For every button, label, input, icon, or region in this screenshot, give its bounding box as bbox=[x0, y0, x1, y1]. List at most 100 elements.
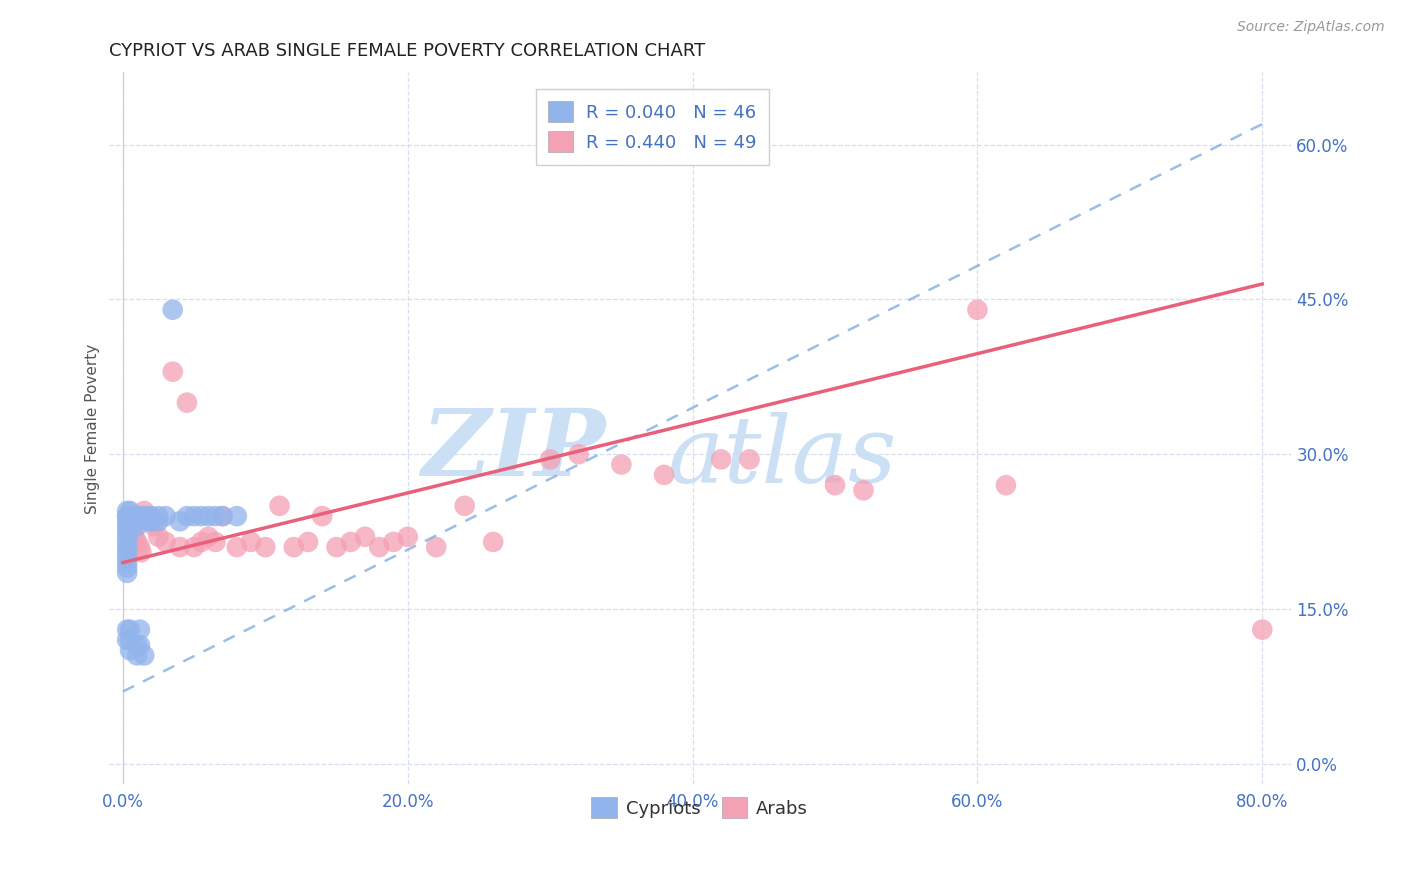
Point bbox=[211, 509, 233, 524]
Point bbox=[738, 452, 761, 467]
Point bbox=[118, 519, 141, 533]
Point bbox=[129, 509, 152, 524]
Point bbox=[482, 535, 505, 549]
Point bbox=[148, 530, 170, 544]
Point bbox=[134, 648, 156, 663]
Point bbox=[297, 535, 319, 549]
Point bbox=[311, 509, 333, 524]
Point bbox=[115, 524, 138, 539]
Point bbox=[115, 504, 138, 518]
Point bbox=[131, 545, 153, 559]
Point bbox=[115, 556, 138, 570]
Point bbox=[190, 509, 212, 524]
Point bbox=[211, 509, 233, 524]
Point bbox=[127, 535, 149, 549]
Point bbox=[115, 530, 138, 544]
Point bbox=[121, 524, 143, 539]
Point bbox=[155, 535, 177, 549]
Point bbox=[162, 302, 184, 317]
Point bbox=[966, 302, 988, 317]
Point bbox=[183, 540, 205, 554]
Text: atlas: atlas bbox=[668, 412, 897, 502]
Point bbox=[339, 535, 361, 549]
Point bbox=[141, 509, 163, 524]
Point bbox=[568, 447, 591, 461]
Point bbox=[240, 535, 263, 549]
Point bbox=[176, 395, 198, 409]
Point bbox=[115, 509, 138, 524]
Point bbox=[115, 540, 138, 554]
Point bbox=[197, 530, 219, 544]
Point bbox=[115, 632, 138, 647]
Point bbox=[204, 535, 226, 549]
Point bbox=[169, 540, 191, 554]
Point bbox=[190, 535, 212, 549]
Point bbox=[254, 540, 277, 554]
Text: Source: ZipAtlas.com: Source: ZipAtlas.com bbox=[1237, 20, 1385, 34]
Point bbox=[129, 623, 152, 637]
Point bbox=[129, 540, 152, 554]
Point bbox=[127, 648, 149, 663]
Point bbox=[610, 458, 633, 472]
Point bbox=[127, 509, 149, 524]
Point bbox=[269, 499, 291, 513]
Point bbox=[176, 509, 198, 524]
Point bbox=[183, 509, 205, 524]
Point bbox=[197, 509, 219, 524]
Point bbox=[118, 643, 141, 657]
Point bbox=[138, 509, 160, 524]
Point bbox=[1251, 623, 1274, 637]
Legend: Cypriots, Arabs: Cypriots, Arabs bbox=[583, 790, 815, 825]
Point bbox=[115, 545, 138, 559]
Point bbox=[122, 530, 145, 544]
Point bbox=[138, 514, 160, 528]
Point bbox=[382, 535, 405, 549]
Point bbox=[824, 478, 846, 492]
Point bbox=[118, 504, 141, 518]
Point bbox=[115, 623, 138, 637]
Point bbox=[115, 550, 138, 565]
Point bbox=[127, 519, 149, 533]
Point bbox=[115, 509, 138, 524]
Point bbox=[134, 509, 156, 524]
Point bbox=[162, 365, 184, 379]
Point bbox=[148, 509, 170, 524]
Text: CYPRIOT VS ARAB SINGLE FEMALE POVERTY CORRELATION CHART: CYPRIOT VS ARAB SINGLE FEMALE POVERTY CO… bbox=[108, 42, 704, 60]
Y-axis label: Single Female Poverty: Single Female Poverty bbox=[86, 343, 100, 514]
Point bbox=[204, 509, 226, 524]
Point bbox=[169, 514, 191, 528]
Point bbox=[141, 514, 163, 528]
Point bbox=[118, 632, 141, 647]
Point bbox=[115, 560, 138, 574]
Point bbox=[117, 514, 139, 528]
Point bbox=[425, 540, 447, 554]
Point bbox=[129, 638, 152, 652]
Point bbox=[115, 566, 138, 580]
Point bbox=[127, 638, 149, 652]
Point bbox=[994, 478, 1017, 492]
Point bbox=[710, 452, 733, 467]
Point bbox=[325, 540, 347, 554]
Point bbox=[115, 514, 138, 528]
Point bbox=[127, 514, 149, 528]
Point bbox=[155, 509, 177, 524]
Point bbox=[396, 530, 419, 544]
Point bbox=[115, 519, 138, 533]
Point bbox=[368, 540, 391, 554]
Text: ZIP: ZIP bbox=[420, 405, 605, 495]
Point bbox=[138, 509, 160, 524]
Point bbox=[225, 509, 247, 524]
Point bbox=[652, 467, 675, 482]
Point bbox=[115, 535, 138, 549]
Point bbox=[118, 514, 141, 528]
Point bbox=[148, 514, 170, 528]
Point bbox=[118, 623, 141, 637]
Point bbox=[538, 452, 561, 467]
Point bbox=[143, 519, 166, 533]
Point bbox=[852, 483, 875, 498]
Point bbox=[354, 530, 377, 544]
Point bbox=[283, 540, 305, 554]
Point bbox=[454, 499, 477, 513]
Point bbox=[141, 514, 163, 528]
Point bbox=[225, 540, 247, 554]
